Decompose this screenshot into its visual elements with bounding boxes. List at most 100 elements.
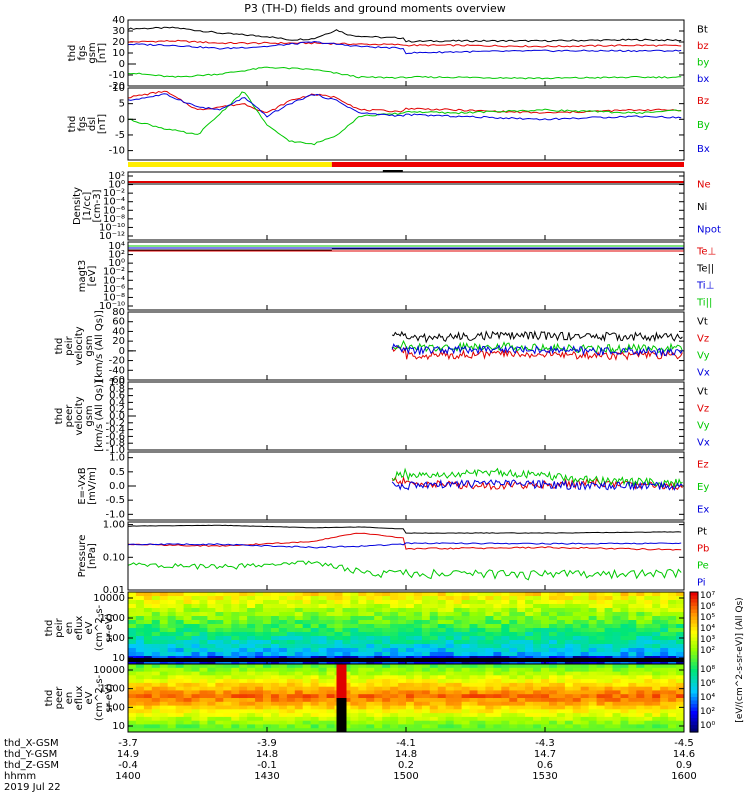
heatmap-cell [612,608,621,613]
heatmap-cell [572,698,582,703]
heatmap-cell [374,628,383,633]
heatmap-cell [652,682,661,688]
heatmap-cell [191,608,200,613]
heatmap-cell [461,728,471,732]
heatmap-cell [660,705,669,710]
heatmap-cell [278,608,288,613]
heatmap-cell [247,592,256,597]
heatmap-cell [366,675,375,680]
heatmap-cell [429,701,439,707]
heatmap-cell [239,701,248,707]
heatmap-cell [501,698,510,703]
heatmap-cell [564,636,574,641]
heatmap-cell [183,592,193,597]
heatmap-cell [342,652,351,657]
heatmap-cell [231,640,240,645]
heatmap-cell [167,652,177,657]
heatmap-cell [413,694,423,699]
heatmap-cell [580,682,590,688]
heatmap-cell [310,612,320,617]
heatmap-cell [382,596,391,601]
heatmap-cell [612,713,621,718]
heatmap-cell [207,720,216,726]
heatmap-cell [541,632,550,637]
heatmap-cell [533,698,542,703]
heatmap-cell [556,636,566,641]
heatmap-cell [413,600,423,605]
heatmap-cell [199,612,208,617]
heatmap-cell [151,596,161,601]
heatmap-cell [580,596,590,601]
heatmap-cell [151,679,161,684]
heatmap-cell [239,616,248,621]
heatmap-cell [429,648,439,653]
heatmap-cell [406,705,415,710]
heatmap-cell [469,720,478,726]
colorbar-cell [690,725,698,730]
heatmap-cell [588,652,598,657]
heatmap-cell [644,612,653,617]
heatmap-cell [128,604,137,609]
heatmap-cell [533,713,542,718]
heatmap-cell [421,694,431,699]
heatmap-cell [501,716,510,722]
heatmap-cell [175,713,185,718]
heatmap-cell [477,698,486,703]
heatmap-cell [263,679,272,684]
heatmap-cell [278,632,288,637]
heatmap-cell [215,604,224,609]
heatmap-cell [271,596,280,601]
heatmap-cell [596,709,606,714]
heatmap-cell [207,713,216,718]
heatmap-cell [390,652,399,657]
heatmap-cell [294,690,304,695]
heatmap-cell [342,640,351,645]
heatmap-cell [366,608,375,613]
heatmap-cell [596,616,606,621]
heatmap-cell [183,667,193,673]
heatmap-cell [556,592,566,597]
heatmap-cell [390,612,399,617]
heatmap-cell [350,632,359,637]
heatmap-cell [588,694,598,699]
heatmap-cell [588,675,598,680]
heatmap-cell [215,596,224,601]
heatmap-cell [207,698,216,703]
heatmap-cell [255,600,264,605]
heatmap-cell [453,713,463,718]
ytick-label: 10⁴ [108,241,125,252]
xaxis-row-value: 14.8 [256,749,278,760]
heatmap-cell [437,640,447,645]
heatmap-cell [549,612,558,617]
heatmap-cell [612,644,621,649]
heatmap-cell [485,724,494,729]
heatmap-cell [390,709,399,714]
heatmap-cell [207,632,216,637]
heatmap-cell [469,728,478,732]
heatmap-cell [485,713,494,718]
heatmap-cell [366,724,375,729]
heatmap-cell [374,624,383,629]
heatmap-cell [159,713,169,718]
heatmap-cell [239,612,248,617]
heatmap-cell [509,652,518,657]
heatmap-cell [501,679,510,684]
heatmap-cell [159,682,169,688]
heatmap-cell [668,728,677,732]
heatmap-cell [541,701,550,707]
legend-vx: Vx [697,368,710,379]
heatmap-cell [596,705,606,710]
heatmap-cell [676,694,684,699]
heatmap-cell [604,705,614,710]
heatmap-cell [183,690,193,695]
heatmap-cell [588,600,598,605]
heatmap-cell [588,624,598,629]
heatmap-cell [175,728,185,732]
heatmap-cell [151,628,161,633]
heatmap-cell [676,728,684,732]
heatmap-cell [469,624,478,629]
heatmap-cell [652,604,661,609]
ylabel-line: fgs [77,116,88,131]
heatmap-cell [501,648,510,653]
heatmap-cell [318,716,328,722]
